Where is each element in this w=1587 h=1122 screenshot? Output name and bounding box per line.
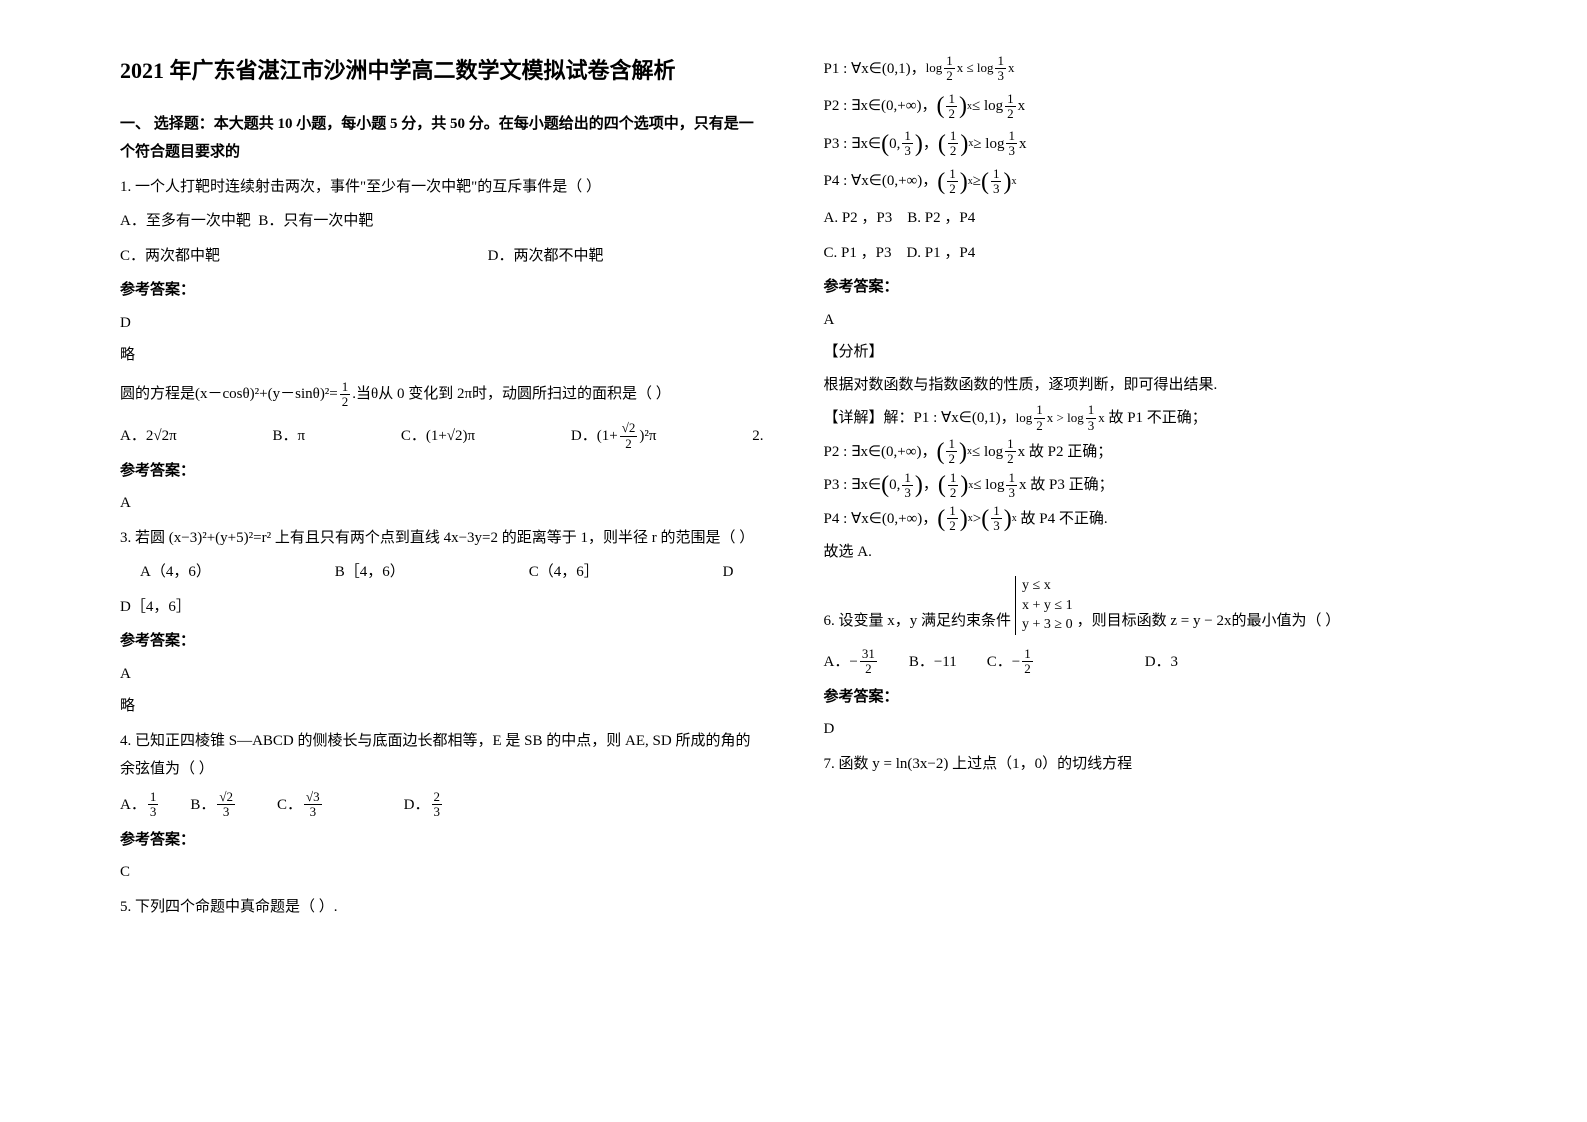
q6-answer-label: 参考答案： <box>824 683 1468 712</box>
half-sub-icon: 12 <box>944 54 955 84</box>
detail-p4: P4 : ∀x∈(0,+∞)， ( 12 )x > ( 13 )x 故 P4 不… <box>824 504 1468 534</box>
page-title: 2021 年广东省湛江市沙洲中学高二数学文模拟试卷含解析 <box>120 50 764 92</box>
q7-text: 7. 函数 y = ln(3x−2) 上过点（1，0）的切线方程 <box>824 750 1468 779</box>
q3-answer-label: 参考答案： <box>120 627 764 656</box>
q2-stem-b: .当θ从 0 变化到 2π时，动圆所扫过的面积是（ ） <box>352 380 671 409</box>
q6-answer: D <box>824 715 1468 744</box>
left-column: 2021 年广东省湛江市沙洲中学高二数学文模拟试卷含解析 一、 选择题：本大题共… <box>90 50 794 1072</box>
q1-row-cd: C．两次都中靶 D．两次都不中靶 <box>120 242 764 271</box>
q1-text: 1. 一个人打靶时连续射击两次，事件"至少有一次中靶"的互斥事件是（ ） <box>120 173 764 202</box>
q1-opt-b: B．只有一次中靶 <box>258 213 373 229</box>
analysis-text: 根据对数函数与指数函数的性质，逐项判断，即可得出结果. <box>824 371 1468 400</box>
q2-opts: A．2√2π B．π C．(1+√2)π D．(1+ √22 )²π 2. <box>120 421 764 451</box>
analysis-label: 【分析】 <box>824 338 1468 367</box>
frac312-icon: 312 <box>860 647 877 677</box>
q1-answer-label: 参考答案： <box>120 276 764 305</box>
q3-opt-c: C（4，6］ <box>529 558 599 587</box>
q5-conclude: 故选 A. <box>824 538 1468 567</box>
q3-opt-a: A（4，6） <box>140 558 211 587</box>
p2-line: P2 : ∃x∈(0,+∞) ， ( 12 )x ≤ log12 x <box>824 92 1468 122</box>
fracsqrt33-icon: √33 <box>304 790 322 820</box>
third-sub-icon: 13 <box>995 54 1006 84</box>
q1-note: 略 <box>120 341 764 370</box>
rparen-icon: ) <box>959 94 967 118</box>
q3-opt-b: B［4，6） <box>335 558 405 587</box>
q1-opt-a: A．至多有一次中靶 <box>120 213 251 229</box>
detail-p2: P2 : ∃x∈(0,+∞)， ( 12 )x ≤ log12 x 故 P2 正… <box>824 437 1468 467</box>
q2-answer-label: 参考答案： <box>120 457 764 486</box>
q2-opt-a: A．2√2π <box>120 422 177 451</box>
q2-opt-c: C．(1+√2)π <box>401 422 475 451</box>
p1-line: P1 : ∀x∈(0,1) ， log12 x ≤ log13 x <box>824 54 1468 84</box>
q5-answer-label: 参考答案： <box>824 273 1468 302</box>
sqrt2over2-icon: √22 <box>620 421 638 451</box>
detail-p1: 【详解】解： P1 : ∀x∈(0,1)， log12 x > log13 x … <box>824 403 1468 433</box>
frac23-icon: 23 <box>432 790 443 820</box>
detail-p3: P3 : ∃x∈ (0, 13 )， ( 12 )x ≤ log13 x 故 P… <box>824 471 1468 501</box>
q2-opt-b: B．π <box>272 422 305 451</box>
q5-answer: A <box>824 306 1468 335</box>
q4-text: 4. 已知正四棱锥 S—ABCD 的侧棱长与底面边长都相等，E 是 SB 的中点… <box>120 727 764 784</box>
q6-opts: A． − 312 B．−11 C． − 12 D．3 <box>824 647 1468 677</box>
q1-opt-d: D．两次都不中靶 <box>488 242 604 271</box>
q5-text: 5. 下列四个命题中真命题是（ ）. <box>120 893 764 922</box>
q3-answer: A <box>120 660 764 689</box>
q4-opts: A． 13 B． √23 C． √33 D． 23 <box>120 790 764 820</box>
q2-opt-d: D．(1+ √22 )²π <box>571 421 657 451</box>
frac12c-icon: 12 <box>1022 647 1033 677</box>
right-column: P1 : ∀x∈(0,1) ， log12 x ≤ log13 x P2 : ∃… <box>794 50 1498 1072</box>
p3-line: P3 : ∃x∈ (0, 13 ) ， ( 12 )x ≥ log13 x <box>824 129 1468 159</box>
q2-answer: A <box>120 489 764 518</box>
q2-tail: 2. <box>752 422 763 451</box>
q3-opt-d: D［4，6］ <box>120 593 764 622</box>
half-icon: 12 <box>340 380 351 410</box>
q3-text: 3. 若圆 (x−3)²+(y+5)²=r² 上有且只有两个点到直线 4x−3y… <box>120 524 764 553</box>
comma-icon: ， <box>911 55 926 84</box>
frac13-icon: 13 <box>148 790 159 820</box>
fracsqrt23-icon: √23 <box>217 790 235 820</box>
p4-line: P4 : ∀x∈(0,+∞) ， ( 12 )x ≥ ( 13 )x <box>824 167 1468 197</box>
q3-opts-abc: A（4，6） B［4，6） C（4，6］ D <box>120 558 764 587</box>
q6-text: 6. 设变量 x，y 满足约束条件 y ≤ x x + y ≤ 1 y + 3 … <box>824 576 1341 635</box>
q1-row-ab: A．至多有一次中靶 B．只有一次中靶 <box>120 207 764 236</box>
q3-note: 略 <box>120 692 764 721</box>
q1-answer: D <box>120 309 764 338</box>
q4-answer: C <box>120 858 764 887</box>
lparen-icon: ( <box>936 94 944 118</box>
comma-icon-2: ， <box>921 92 936 121</box>
q2-stem-a: 圆的方程是(x－cosθ)²+(y－sinθ)²= <box>120 380 338 409</box>
brace-icon: y ≤ x x + y ≤ 1 y + 3 ≥ 0 <box>1015 576 1073 635</box>
q1-opt-c: C．两次都中靶 <box>120 242 220 271</box>
q4-answer-label: 参考答案： <box>120 826 764 855</box>
q5-opts-cd: C. P1 ，P3 D. P1 ，P4 <box>824 239 1468 268</box>
q2-stem: 圆的方程是(x－cosθ)²+(y－sinθ)²= 12 .当θ从 0 变化到 … <box>120 380 671 410</box>
section-heading: 一、 选择题：本大题共 10 小题，每小题 5 分，共 50 分。在每小题给出的… <box>120 110 764 167</box>
q5-opts-ab: A. P2 ，P3 B. P2 ，P4 <box>824 204 1468 233</box>
